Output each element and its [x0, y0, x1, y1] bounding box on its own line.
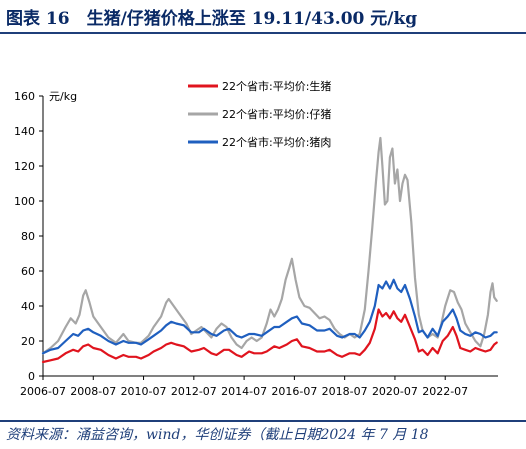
y-tick-label: 120 — [14, 160, 35, 173]
series-line — [41, 136, 498, 355]
footer-divider — [0, 420, 526, 422]
figure-header: 图表 16 生猪/仔猪价格上涨至 19.11/43.00 元/kg — [0, 0, 526, 34]
x-tick-label: 2010-07 — [121, 385, 167, 398]
y-tick-label: 0 — [28, 370, 35, 383]
chart-axes: 0 20 40 60 80 100 120 140 160 元/kg 2006-07 2008-07 2… — [14, 90, 498, 398]
x-tick-label: 2020-07 — [372, 385, 418, 398]
y-tick-label: 100 — [14, 195, 35, 208]
legend-label: 22个省市:平均价:猪肉 — [222, 135, 331, 149]
source-note: 资料来源：涌益咨询，wind，华创证券（截止日期2024 年 7 月 18 — [6, 427, 429, 443]
y-tick-label: 80 — [21, 230, 35, 243]
legend-label: 22个省市:平均价:生猪 — [222, 79, 331, 93]
figure-title: 图表 16 生猪/仔猪价格上涨至 19.11/43.00 元/kg — [6, 9, 418, 29]
x-tick-label: 2018-07 — [322, 385, 368, 398]
x-tick-label: 2014-07 — [221, 385, 267, 398]
legend-label: 22个省市:平均价:仔猪 — [222, 107, 331, 121]
y-tick-label: 160 — [14, 90, 35, 103]
series-line — [41, 308, 498, 364]
x-tick-label: 2006-07 — [20, 385, 66, 398]
series-line — [41, 278, 498, 355]
header-divider — [0, 32, 526, 34]
x-tick-label: 2008-07 — [70, 385, 116, 398]
y-axis-unit-label: 元/kg — [49, 90, 77, 103]
x-tick-label: 2016-07 — [271, 385, 317, 398]
price-line-chart: 0 20 40 60 80 100 120 140 160 元/kg 2006-07 2008-07 2… — [14, 79, 498, 398]
x-tick-label: 2012-07 — [171, 385, 217, 398]
y-tick-label: 20 — [21, 335, 35, 348]
chart-legend: 22个省市:平均价:生猪 22个省市:平均价:仔猪 22个省市:平均价:猪肉 — [188, 79, 331, 149]
y-tick-label: 140 — [14, 125, 35, 138]
x-tick-label: 2022-07 — [422, 385, 468, 398]
y-tick-label: 60 — [21, 265, 35, 278]
y-tick-label: 40 — [21, 300, 35, 313]
chart-series — [41, 136, 498, 364]
